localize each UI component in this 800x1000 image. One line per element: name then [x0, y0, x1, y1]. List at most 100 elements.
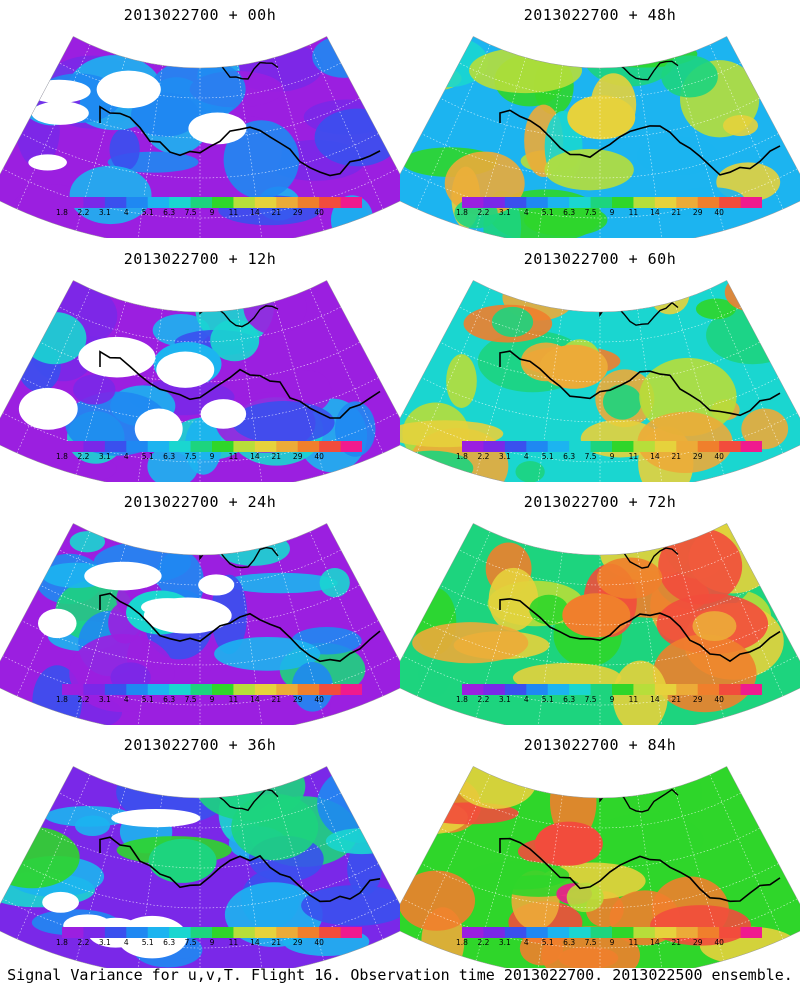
colorbar-swatch [676, 197, 699, 208]
coastline [499, 598, 781, 663]
panel-title: 2013022700 + 84h [523, 736, 677, 754]
colorbar-tick-label: 4 [523, 452, 529, 461]
colorbar-tick-label: 2.2 [477, 452, 490, 461]
colorbar-swatch [319, 927, 342, 938]
colorbar-swatch [169, 684, 192, 695]
colorbar-swatch [83, 197, 106, 208]
colorbar-tick-label: 4 [523, 208, 529, 217]
colorbar-tick-label: 29 [692, 695, 703, 704]
colorbar-tick-labels: 1.8 2.2 3.1 4 5.1 6.3 7.5 9 11 14 21 29 40 [48, 695, 378, 705]
colorbar-tick-label: 5.1 [141, 938, 154, 947]
colorbar-tick-label: 11 [228, 452, 239, 461]
colorbar-swatch [462, 441, 484, 452]
colorbar-swatch [740, 684, 763, 695]
colorbar-swatch [190, 441, 213, 452]
variance-map [400, 523, 800, 725]
variance-map [0, 36, 400, 238]
colorbar-tick-label: 1.8 [56, 452, 68, 461]
colorbar-swatch [212, 684, 234, 695]
colorbar-swatch [233, 197, 256, 208]
panel-title: 2013022700 + 12h [123, 250, 277, 268]
colorbar-tick-label: 7.5 [584, 695, 597, 704]
colorbar-swatch [590, 684, 613, 695]
colorbar-tick-label: 14 [250, 452, 260, 461]
colorbar-swatch [483, 927, 506, 938]
colorbar-swatch [504, 441, 527, 452]
colorbar-tick-label: 1.8 [456, 452, 468, 461]
colorbar-swatch [297, 441, 320, 452]
colorbar-swatch [104, 684, 127, 695]
colorbar-tick-label: 21 [271, 208, 282, 217]
colorbar-tick-label: 11 [628, 452, 639, 461]
colorbar-swatch [340, 684, 363, 695]
colorbar-swatch [462, 197, 484, 208]
colorbar-tick-label: 3.1 [498, 208, 511, 217]
colorbar-swatch [319, 441, 342, 452]
colorbar-tick-label: 3.1 [98, 208, 111, 217]
colorbar-swatch [297, 684, 320, 695]
colorbar-swatch [526, 197, 549, 208]
colorbar-swatch [590, 927, 613, 938]
colorbar-tick-labels: 1.8 2.2 3.1 4 5.1 6.3 7.5 9 11 14 21 29 40 [448, 695, 778, 705]
colorbar-tick-label: 7.5 [184, 452, 197, 461]
colorbar-tick-label: 9 [209, 452, 215, 461]
colorbar-tick-label: 7.5 [584, 938, 597, 947]
colorbar-tick-label: 14 [250, 208, 260, 217]
colorbar-tick-label: 21 [271, 452, 282, 461]
colorbar-swatch [504, 927, 527, 938]
colorbar-swatch [62, 441, 84, 452]
colorbar-swatch [547, 441, 570, 452]
colorbar [62, 682, 363, 695]
colorbar-swatch [147, 441, 170, 452]
colorbar-swatch [526, 927, 549, 938]
colorbar-tick-label: 5.1 [541, 452, 554, 461]
colorbar-tick-label: 40 [714, 208, 724, 217]
colorbar-swatch [276, 197, 299, 208]
colorbar-swatch [147, 927, 170, 938]
colorbar-swatch [340, 197, 363, 208]
colorbar-swatch [169, 927, 192, 938]
colorbar-tick-label: 21 [271, 938, 282, 947]
colorbar-swatch [83, 927, 106, 938]
colorbar-swatch [190, 684, 213, 695]
colorbar-tick-label: 1.8 [456, 695, 468, 704]
colorbar-tick-label: 11 [228, 695, 239, 704]
colorbar-tick-label: 14 [650, 938, 660, 947]
colorbar-tick-label: 6.3 [163, 208, 176, 217]
colorbar-swatch [340, 441, 363, 452]
colorbar-swatch [697, 684, 720, 695]
colorbar-swatch [83, 441, 106, 452]
colorbar-swatch [62, 927, 84, 938]
colorbar-tick-labels: 1.8 2.2 3.1 4 5.1 6.3 7.5 9 11 14 21 29 40 [448, 208, 778, 218]
variance-map [400, 766, 800, 968]
colorbar-tick-label: 2.2 [477, 208, 490, 217]
colorbar [462, 925, 763, 938]
colorbar-swatch [147, 197, 170, 208]
colorbar-swatch [569, 197, 592, 208]
colorbar-tick-label: 2.2 [77, 452, 90, 461]
colorbar-swatch [676, 927, 699, 938]
colorbar-swatch [633, 684, 656, 695]
colorbar-tick-label: 11 [628, 938, 639, 947]
colorbar-swatch [654, 927, 677, 938]
colorbar-tick-label: 21 [671, 938, 682, 947]
colorbar-tick-label: 3.1 [98, 452, 111, 461]
colorbar [62, 925, 363, 938]
colorbar-tick-label: 11 [228, 938, 239, 947]
colorbar-swatch [233, 684, 256, 695]
colorbar-tick-label: 7.5 [584, 452, 597, 461]
colorbar-tick-label: 2.2 [77, 695, 90, 704]
colorbar-tick-label: 1.8 [456, 938, 468, 947]
colorbar-swatch [590, 197, 613, 208]
colorbar-swatch [126, 441, 149, 452]
colorbar-tick-label: 29 [692, 208, 703, 217]
coastline [499, 109, 781, 176]
colorbar-tick-label: 11 [228, 208, 239, 217]
map-panel: 2013022700 + 72h 1.8 2.2 3.1 4 5.1 6.3 7.5 9 11 14… [400, 487, 800, 727]
colorbar-tick-label: 14 [250, 938, 260, 947]
colorbar-swatch [633, 927, 656, 938]
colorbar-swatch [233, 927, 256, 938]
coastline [99, 836, 381, 903]
colorbar-swatch [126, 197, 149, 208]
colorbar-tick-label: 6.3 [563, 208, 576, 217]
